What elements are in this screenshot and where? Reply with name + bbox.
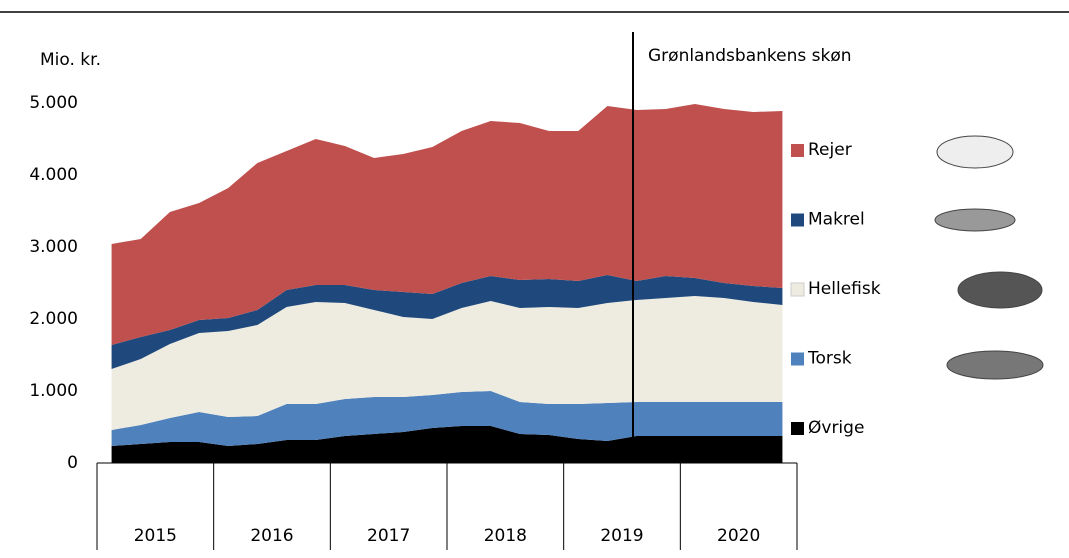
legend-label: Torsk	[807, 349, 852, 369]
x-group-label: 2019	[600, 526, 643, 546]
x-group-label: 2016	[250, 526, 293, 546]
x-group-label: 2018	[484, 526, 527, 546]
shrimp-icon	[937, 136, 1013, 168]
legend-label: Makrel	[808, 210, 865, 230]
mackerel-icon	[935, 209, 1015, 231]
legend-swatch	[791, 283, 804, 296]
y-tick-label: 0	[67, 453, 78, 473]
y-tick-label: 1.000	[29, 381, 78, 401]
halibut-icon	[958, 272, 1042, 308]
legend-swatch	[791, 144, 804, 157]
y-tick-label: 2.000	[29, 309, 78, 329]
x-group-label: 2017	[367, 526, 410, 546]
annotation: Grønlandsbankens skøn	[648, 46, 852, 66]
y-tick-label: 3.000	[29, 237, 78, 257]
legend-label: Hellefisk	[808, 279, 881, 299]
x-group-label: 2015	[134, 526, 177, 546]
legend-swatch	[791, 422, 804, 435]
y-tick-label: 4.000	[29, 165, 78, 185]
cod-icon	[947, 351, 1043, 379]
legend-label: Rejer	[808, 140, 852, 160]
y-tick-label: 5.000	[29, 93, 78, 113]
y-axis-label: Mio. kr.	[40, 50, 101, 70]
chart: Mio. kr. 0 1.000 2.000 3.000 4.000 5.000 2015 2…	[0, 0, 1069, 558]
x-group-label: 2020	[717, 526, 760, 546]
legend-swatch	[791, 353, 804, 366]
legend-label: Øvrige	[808, 418, 864, 438]
legend-swatch	[791, 214, 804, 227]
fish-icons	[935, 136, 1043, 379]
